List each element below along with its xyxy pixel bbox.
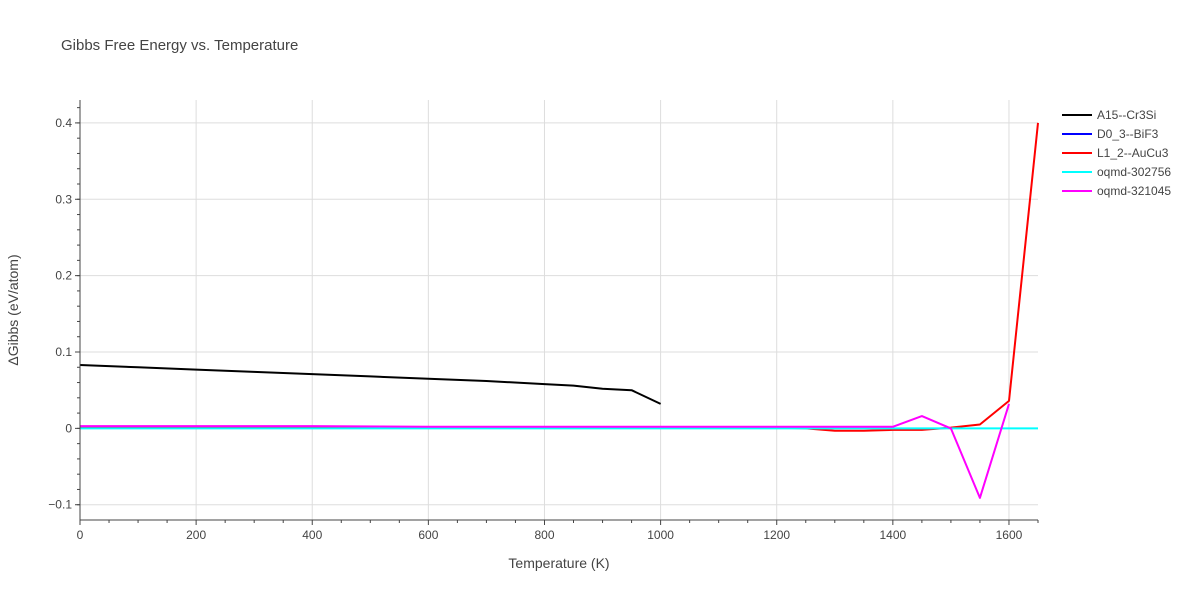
legend-entry: L1_2--AuCu3 — [1097, 146, 1169, 160]
y-tick-label: 0.2 — [55, 269, 72, 283]
legend-entry: D0_3--BiF3 — [1097, 127, 1159, 141]
series-line-oqmd-321045 — [80, 403, 1010, 499]
x-tick-label: 0 — [77, 528, 84, 542]
axis-layer: 0 200 400 600 800 1000 1200 1400 1600 −0.1 0 0.1 0.2… — [48, 100, 1039, 542]
y-tick-label: 0 — [65, 421, 72, 435]
x-tick-label: 1600 — [996, 528, 1023, 542]
x-tick-label: 200 — [186, 528, 206, 542]
y-tick-label: 0.3 — [55, 192, 72, 206]
x-tick-label: 600 — [418, 528, 438, 542]
y-tick-label: −0.1 — [48, 498, 72, 512]
x-axis-label: Temperature (K) — [508, 555, 609, 571]
x-tick-label: 1000 — [647, 528, 674, 542]
x-tick-label: 1200 — [763, 528, 790, 542]
legend-entry: A15--Cr3Si — [1097, 108, 1156, 122]
legend-entry: oqmd-302756 — [1097, 165, 1171, 179]
grid-layer — [80, 100, 1038, 520]
y-tick-label: 0.4 — [55, 116, 72, 130]
y-axis-label: ΔGibbs (eV/atom) — [5, 254, 21, 365]
chart-title: Gibbs Free Energy vs. Temperature — [61, 37, 298, 54]
legend-entry: oqmd-321045 — [1097, 184, 1171, 198]
legend: A15--Cr3Si D0_3--BiF3 L1_2--AuCu3 oqmd-3027… — [1062, 108, 1171, 198]
x-tick-label: 400 — [302, 528, 322, 542]
y-tick-label: 0.1 — [55, 345, 72, 359]
x-tick-label: 800 — [534, 528, 554, 542]
series-layer — [79, 122, 1039, 499]
x-tick-label: 1400 — [879, 528, 906, 542]
series-line-A15--Cr3Si — [79, 364, 662, 405]
